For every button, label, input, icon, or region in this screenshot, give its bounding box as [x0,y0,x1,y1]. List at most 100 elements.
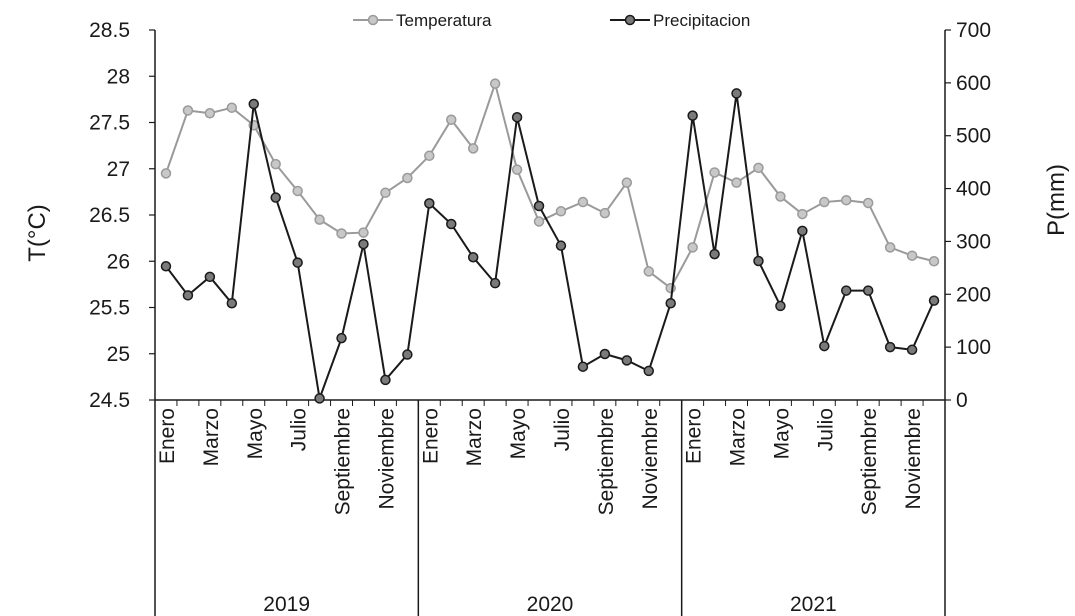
legend-temperatura-label: Temperatura [396,11,492,30]
data-point-precipitacion [160,261,172,272]
y-right-tick-label: 600 [956,72,991,95]
legend: Temperatura Precipitacion [353,11,750,30]
data-point-temperatura [380,187,391,199]
data-point-temperatura [402,172,413,184]
x-year-label: 2020 [527,593,574,616]
data-point-temperatura [467,143,479,154]
y-right-tick-label: 700 [956,19,991,42]
data-point-precipitacion [709,248,720,260]
x-month-label: Enero [683,408,706,464]
data-point-precipitacion [731,88,742,99]
y-left-tick-label: 26.5 [89,204,130,227]
data-point-precipitacion [928,295,940,306]
x-month-label: Septiembre [332,408,355,515]
data-point-temperatura [292,185,303,197]
y-axis-left-label: T(°C) [24,204,51,262]
legend-precipitacion-marker [624,14,636,26]
data-point-precipitacion [862,285,874,296]
y-left-tick-label: 24.5 [89,389,130,412]
data-point-precipitacion [753,255,764,267]
x-month-label: Mayo [244,408,267,459]
data-point-precipitacion [665,298,676,309]
x-month-label: Noviembre [639,408,662,510]
data-point-precipitacion [775,300,786,312]
data-point-temperatura [599,207,611,219]
x-month-label: Marzo [463,408,486,466]
data-point-precipitacion [424,198,435,209]
data-point-precipitacion [884,341,896,353]
data-point-precipitacion [841,285,852,296]
y-left-tick-label: 28 [107,65,130,88]
series-layer [160,78,940,404]
data-point-precipitacion [577,361,589,372]
data-point-temperatura [884,242,896,253]
data-point-precipitacion [446,218,457,230]
y-left-tick-label: 27.5 [89,112,130,135]
y-left-tick-label: 25 [107,343,130,366]
data-point-temperatura [204,108,216,119]
legend-precipitacion-label: Precipitacion [653,11,750,30]
data-point-temperatura [226,102,238,113]
data-point-precipitacion [402,349,413,360]
data-point-temperatura [687,242,698,253]
y-left-tick-label: 25.5 [89,297,130,320]
data-point-temperatura [270,158,281,170]
data-point-temperatura [621,177,633,188]
data-point-precipitacion [270,192,281,203]
data-point-precipitacion [533,200,545,212]
data-point-precipitacion [226,298,238,309]
x-year-label: 2021 [790,593,837,616]
x-month-label: Septiembre [595,408,618,515]
y-right-tick-label: 200 [956,283,991,306]
data-point-temperatura [446,114,457,125]
data-point-precipitacion [555,240,567,251]
data-point-precipitacion [797,225,808,237]
data-point-temperatura [928,256,940,267]
x-month-label: Marzo [200,408,223,466]
data-point-precipitacion [380,374,391,386]
y-right-tick-label: 500 [956,125,991,148]
x-month-label: Mayo [770,408,793,459]
data-point-temperatura [797,208,808,220]
data-point-precipitacion [182,290,194,301]
x-year-label: 2019 [263,593,310,616]
data-point-precipitacion [467,252,479,263]
y-right-tick-label: 0 [956,389,968,412]
series-line-precipitacion [165,93,935,403]
legend-temperatura-marker [367,14,379,26]
data-point-temperatura [906,250,918,261]
axes: 24.5 25 25.5 26 26.5 27 27.5 28 28.5 0 100 200 300 40… [89,19,991,616]
y-left-tick-label: 27 [107,158,130,181]
data-point-temperatura [775,191,786,202]
x-month-label: Septiembre [858,408,881,515]
data-point-temperatura [753,162,764,174]
data-point-temperatura [577,196,589,208]
series-line-temperatura [165,80,935,290]
y-left-tick-label: 28.5 [89,19,130,42]
data-point-precipitacion [489,277,501,289]
x-month-label: Julio [288,408,311,451]
data-point-temperatura [182,105,194,116]
data-point-temperatura [424,150,435,162]
x-month-label: Julio [551,408,574,451]
data-point-temperatura [533,216,545,227]
data-point-precipitacion [906,344,918,356]
data-point-temperatura [862,197,874,209]
y-right-tick-label: 400 [956,178,991,201]
x-month-label: Julio [814,408,837,451]
data-point-precipitacion [204,271,216,283]
data-point-temperatura [709,167,720,178]
data-point-temperatura [841,194,852,206]
data-point-temperatura [336,228,347,239]
y-axis-right-label: P(mm) [1043,164,1070,236]
data-point-temperatura [555,206,567,217]
data-point-precipitacion [599,348,611,360]
data-point-temperatura [489,78,501,89]
x-month-label: Mayo [507,408,530,459]
data-point-precipitacion [336,332,347,344]
y-left-tick-label: 26 [107,250,130,273]
data-point-temperatura [731,177,742,188]
x-month-label: Enero [419,408,442,464]
y-right-tick-label: 300 [956,230,991,253]
